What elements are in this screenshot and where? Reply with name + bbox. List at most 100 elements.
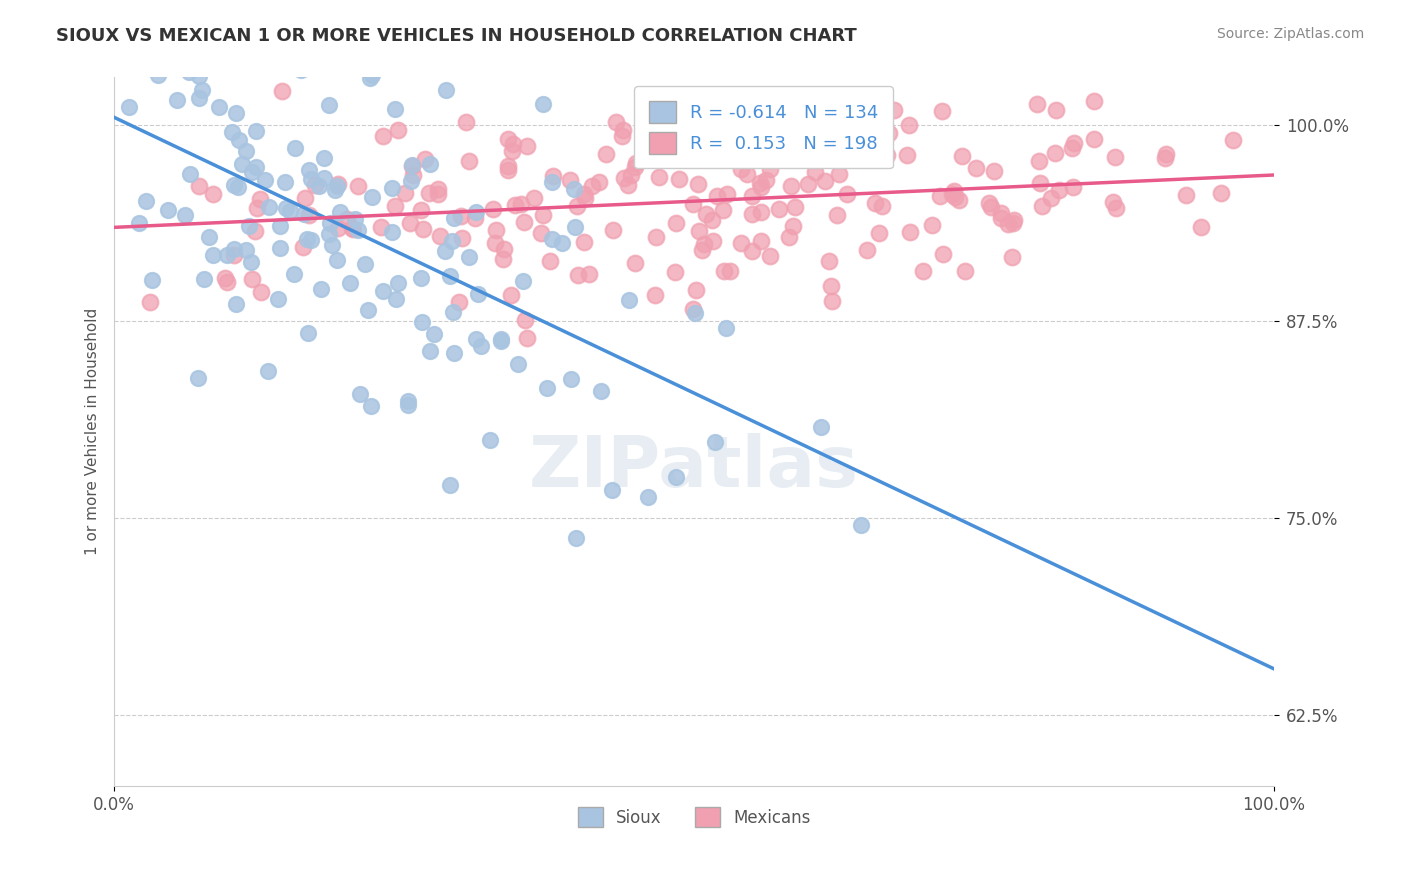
Point bbox=[768, 202, 790, 217]
Point bbox=[283, 268, 305, 282]
Point bbox=[270, 83, 292, 97]
Point bbox=[371, 284, 394, 298]
Point bbox=[402, 169, 425, 183]
Point bbox=[353, 257, 375, 271]
Point bbox=[513, 312, 536, 326]
Point bbox=[624, 256, 647, 270]
Point bbox=[716, 145, 738, 159]
Point bbox=[489, 332, 512, 346]
Point bbox=[612, 123, 634, 137]
Point bbox=[371, 129, 394, 144]
Point bbox=[323, 183, 346, 197]
Point bbox=[318, 97, 340, 112]
Point bbox=[481, 202, 503, 216]
Point bbox=[284, 141, 307, 155]
Point bbox=[820, 279, 842, 293]
Point bbox=[148, 68, 170, 82]
Point bbox=[295, 232, 318, 246]
Point bbox=[851, 517, 873, 532]
Point bbox=[817, 254, 839, 268]
Point bbox=[865, 195, 887, 210]
Point bbox=[401, 159, 423, 173]
Point bbox=[955, 264, 977, 278]
Point bbox=[950, 149, 973, 163]
Point bbox=[304, 178, 326, 192]
Point bbox=[624, 161, 647, 175]
Point bbox=[314, 170, 336, 185]
Point bbox=[898, 119, 921, 133]
Point bbox=[748, 177, 770, 191]
Point bbox=[491, 334, 513, 348]
Point bbox=[188, 69, 211, 83]
Point bbox=[1031, 199, 1053, 213]
Point bbox=[385, 292, 408, 306]
Point bbox=[325, 253, 347, 268]
Point bbox=[226, 180, 249, 194]
Point bbox=[1063, 136, 1085, 151]
Point bbox=[827, 167, 849, 181]
Point bbox=[531, 208, 554, 222]
Point bbox=[321, 238, 343, 252]
Point bbox=[443, 211, 465, 226]
Point bbox=[536, 381, 558, 395]
Text: Source: ZipAtlas.com: Source: ZipAtlas.com bbox=[1216, 27, 1364, 41]
Point bbox=[706, 189, 728, 203]
Point bbox=[394, 186, 416, 200]
Point bbox=[217, 248, 239, 262]
Point bbox=[876, 148, 898, 162]
Point bbox=[297, 162, 319, 177]
Point bbox=[1028, 153, 1050, 168]
Point bbox=[912, 264, 935, 278]
Point bbox=[541, 232, 564, 246]
Point bbox=[1211, 186, 1233, 200]
Point bbox=[458, 153, 481, 168]
Point bbox=[814, 174, 837, 188]
Point bbox=[821, 294, 844, 309]
Point bbox=[1025, 96, 1047, 111]
Point bbox=[370, 219, 392, 234]
Point bbox=[1104, 150, 1126, 164]
Point bbox=[319, 216, 342, 230]
Point bbox=[685, 283, 707, 297]
Point bbox=[494, 242, 516, 256]
Point bbox=[299, 172, 322, 186]
Point bbox=[201, 248, 224, 262]
Point bbox=[242, 272, 264, 286]
Point bbox=[543, 169, 565, 183]
Point bbox=[979, 195, 1001, 210]
Point bbox=[299, 233, 322, 247]
Point bbox=[193, 272, 215, 286]
Point bbox=[664, 265, 686, 279]
Point bbox=[201, 187, 224, 202]
Point bbox=[269, 219, 291, 234]
Point bbox=[637, 490, 659, 504]
Point bbox=[512, 274, 534, 288]
Point bbox=[928, 189, 950, 203]
Point bbox=[560, 371, 582, 385]
Point bbox=[668, 137, 690, 152]
Point bbox=[274, 175, 297, 189]
Point bbox=[458, 251, 481, 265]
Point bbox=[454, 115, 477, 129]
Point bbox=[1154, 151, 1177, 165]
Point bbox=[668, 172, 690, 186]
Point bbox=[516, 331, 538, 345]
Point bbox=[451, 231, 474, 245]
Point bbox=[741, 189, 763, 203]
Point bbox=[326, 179, 349, 194]
Point bbox=[574, 235, 596, 250]
Point bbox=[1222, 133, 1244, 147]
Point bbox=[217, 275, 239, 289]
Point bbox=[648, 170, 671, 185]
Point bbox=[381, 181, 404, 195]
Point bbox=[685, 306, 707, 320]
Point bbox=[387, 123, 409, 137]
Point bbox=[560, 173, 582, 187]
Point bbox=[411, 315, 433, 329]
Point bbox=[245, 124, 267, 138]
Point bbox=[396, 398, 419, 412]
Point bbox=[780, 128, 803, 142]
Point bbox=[496, 132, 519, 146]
Point bbox=[716, 186, 738, 201]
Point bbox=[141, 273, 163, 287]
